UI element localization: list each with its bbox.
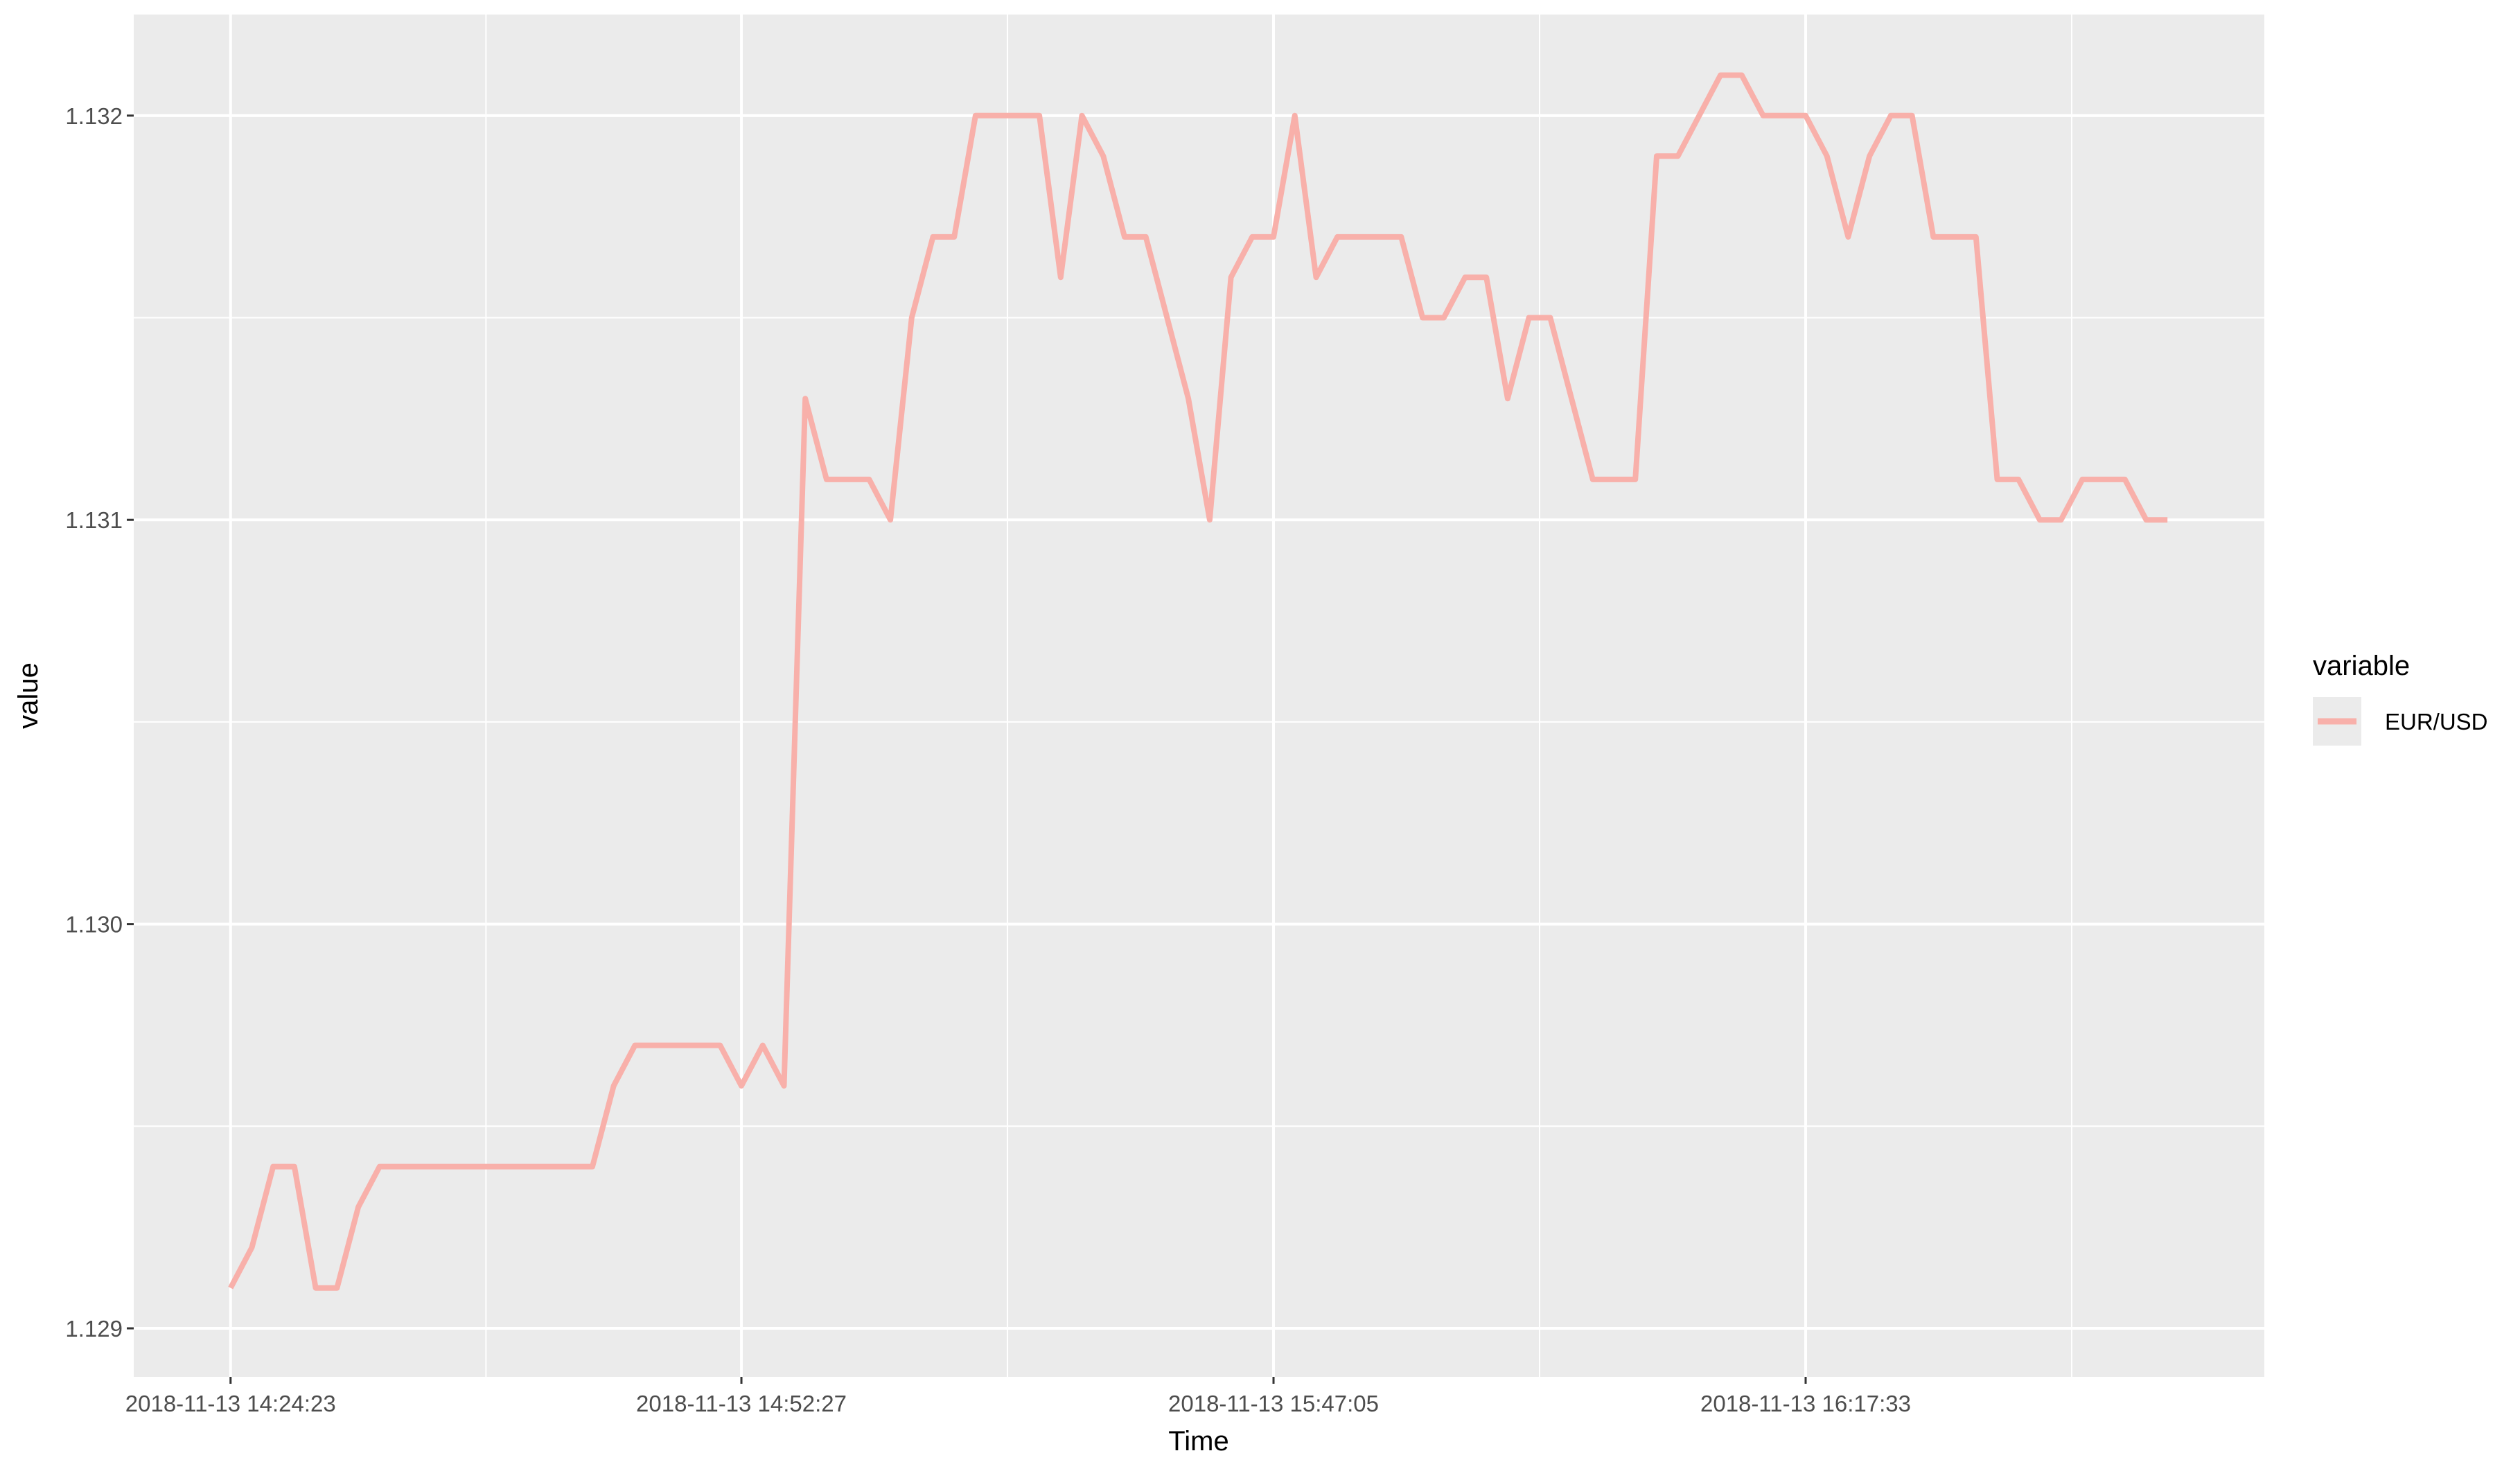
series-line-eur-usd [228,72,2168,1291]
legend-label: EUR/USD [2385,709,2488,734]
plot-panel [134,15,2264,1377]
x-tick-label: 2018-11-13 16:17:33 [1700,1391,1911,1416]
legend: variable EUR/USD [2313,651,2488,746]
legend-title: variable [2313,651,2410,681]
x-tick-label: 2018-11-13 14:52:27 [636,1391,847,1416]
x-axis-title: Time [1168,1426,1228,1457]
x-tick-label: 2018-11-13 15:47:05 [1168,1391,1379,1416]
y-tick-label: 1.129 [65,1316,123,1342]
y-axis-title: value [13,662,44,729]
y-tick-label: 1.132 [65,103,123,129]
x-axis: 2018-11-13 14:24:23 2018-11-13 14:52:27 20… [125,1377,1911,1416]
y-axis: 1.129 1.130 1.131 1.132 [65,103,134,1342]
y-tick-label: 1.131 [65,507,123,533]
minor-gridlines [134,15,2264,1377]
major-gridlines [134,15,2264,1377]
y-tick-label: 1.130 [65,912,123,938]
x-tick-label: 2018-11-13 14:24:23 [125,1391,336,1416]
series-layer [228,72,2168,1291]
